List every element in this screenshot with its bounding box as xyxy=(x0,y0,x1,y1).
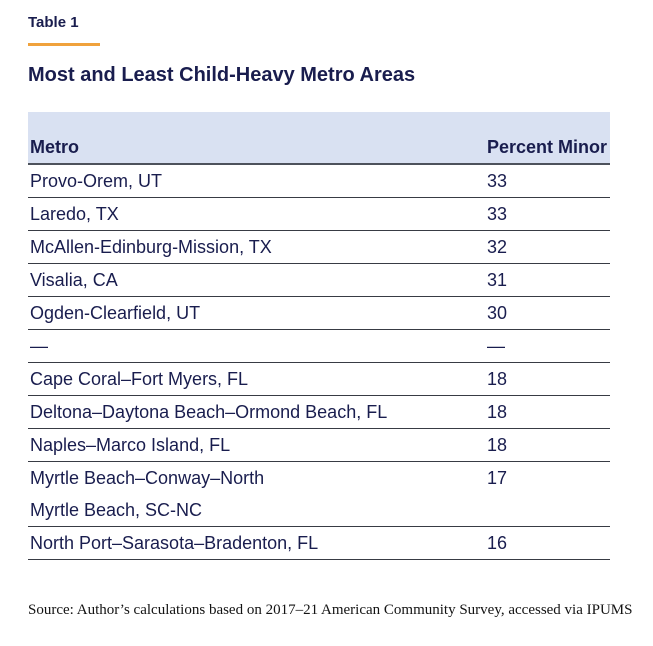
metro-cell: Naples–Marco Island, FL xyxy=(30,435,231,455)
figure-title: Most and Least Child-Heavy Metro Areas xyxy=(28,64,416,86)
table-body: Provo-Orem, UT 33 Laredo, TX 33 McAllen-Edin… xyxy=(28,165,610,560)
table-row: Visalia, CA 31 xyxy=(28,264,610,297)
percent-minor-cell: 33 xyxy=(487,204,508,224)
table-label: Table 1 xyxy=(28,14,79,31)
table-row: North Port–Sarasota–Bradenton, FL 16 xyxy=(28,527,610,560)
table-row: Cape Coral–Fort Myers, FL 18 xyxy=(28,363,610,396)
percent-minor-cell: 32 xyxy=(487,237,508,257)
metro-cell: Cape Coral–Fort Myers, FL xyxy=(30,369,249,389)
percent-minor-cell: 18 xyxy=(487,435,508,455)
table-row: Myrtle Beach–Conway–North Myrtle Beach, … xyxy=(28,462,610,527)
table-row: Laredo, TX 33 xyxy=(28,198,610,231)
table-row: Deltona–Daytona Beach–Ormond Beach, FL 18 xyxy=(28,396,610,429)
table-row: McAllen-Edinburg-Mission, TX 32 xyxy=(28,231,610,264)
percent-minor-cell: 17 xyxy=(487,468,508,488)
metro-cell: Visalia, CA xyxy=(30,270,118,290)
accent-rule xyxy=(28,43,100,46)
column-header-percent-minor: Percent Minor xyxy=(487,137,608,157)
percent-minor-cell: 30 xyxy=(487,303,508,323)
source-note: Source: Author’s calculations based on 2… xyxy=(28,602,633,618)
table-header-row: Metro Percent Minor xyxy=(28,112,610,165)
metro-cell: Deltona–Daytona Beach–Ormond Beach, FL xyxy=(30,402,388,422)
metro-cell: North Port–Sarasota–Bradenton, FL xyxy=(30,533,319,553)
metro-cell: Laredo, TX xyxy=(30,204,119,224)
table-figure: Table 1 Most and Least Child-Heavy Metro… xyxy=(28,14,633,618)
percent-minor-cell: 18 xyxy=(487,369,508,389)
metro-cell: Provo-Orem, UT xyxy=(30,171,163,191)
percent-minor-cell: 16 xyxy=(487,533,508,553)
column-header-metro: Metro xyxy=(30,137,79,157)
table-row: Provo-Orem, UT 33 xyxy=(28,165,610,198)
table-row: Ogden-Clearfield, UT 30 xyxy=(28,297,610,330)
percent-minor-cell: 33 xyxy=(487,171,508,191)
percent-minor-cell: 31 xyxy=(487,270,508,290)
metro-cell: McAllen-Edinburg-Mission, TX xyxy=(30,237,272,257)
metro-cell: Ogden-Clearfield, UT xyxy=(30,303,201,323)
percent-minor-cell: — xyxy=(487,336,505,356)
table-row: Naples–Marco Island, FL 18 xyxy=(28,429,610,462)
table-row: — — xyxy=(28,330,610,363)
metro-cell: — xyxy=(30,336,48,356)
percent-minor-cell: 18 xyxy=(487,402,508,422)
metro-cell: Myrtle Beach–Conway–North Myrtle Beach, … xyxy=(30,468,265,520)
data-table: Metro Percent Minor Provo-Orem, UT 33 Lare… xyxy=(28,112,610,560)
